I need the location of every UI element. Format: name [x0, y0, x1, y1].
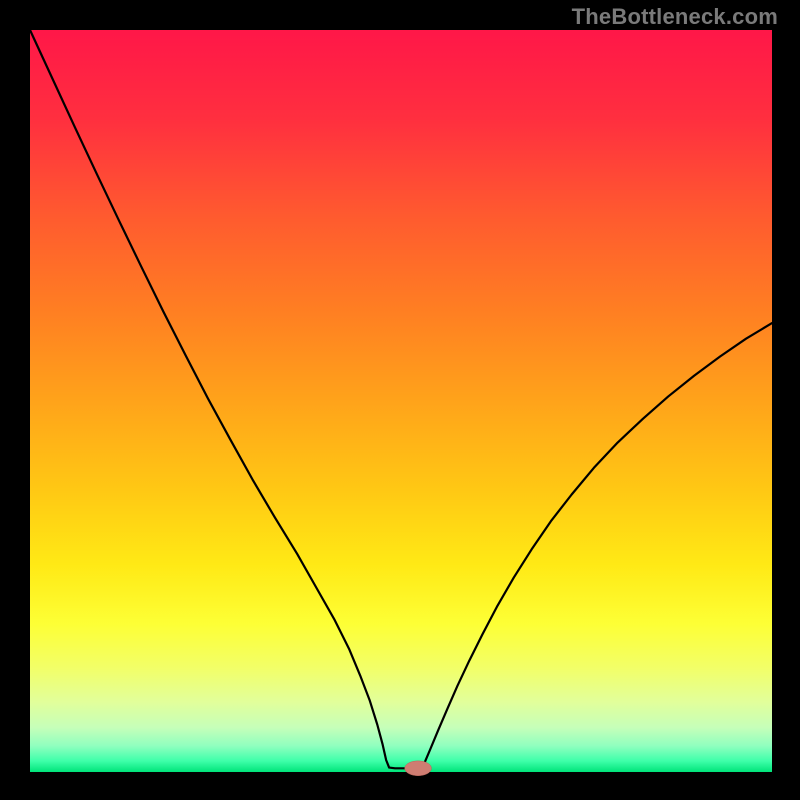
watermark-text: TheBottleneck.com	[572, 4, 778, 30]
chart-frame: { "watermark": { "text": "TheBottleneck.…	[0, 0, 800, 800]
optimal-marker	[405, 761, 432, 776]
bottleneck-chart	[0, 0, 800, 800]
plot-background	[30, 30, 772, 772]
